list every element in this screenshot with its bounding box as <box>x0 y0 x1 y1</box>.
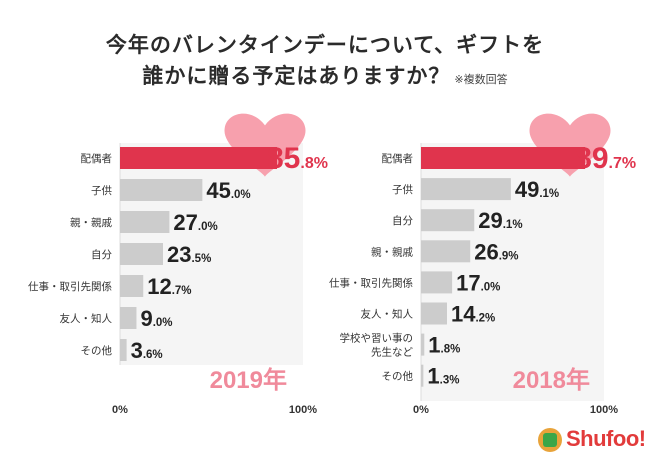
value-label-2: 29.1% <box>478 208 522 233</box>
value-label-3: 23.5% <box>167 242 211 267</box>
bar-5 <box>421 302 447 325</box>
category-label-1: 子供 <box>91 184 112 197</box>
heart-icon <box>224 113 306 177</box>
category-label-2: 親・親戚 <box>70 216 112 229</box>
title-line-2-text: 誰かに贈る予定はありますか？ <box>142 64 451 88</box>
value-label-4: 17.0% <box>456 270 500 295</box>
category-label-0: 配偶者 <box>81 152 113 165</box>
category-label-5: 友人・知人 <box>361 308 414 321</box>
bar-1 <box>421 178 511 201</box>
x-tick-0: 0% <box>413 404 429 416</box>
title-line-2: 誰かに贈る予定はありますか？ ※複数回答 <box>0 61 650 95</box>
bar-6 <box>421 333 425 356</box>
bar-3 <box>120 243 164 265</box>
bar-4 <box>421 271 453 294</box>
category-label-7: その他 <box>382 370 414 383</box>
value-label-5: 9.0% <box>140 306 172 331</box>
shufoo-logo: Shufoo! <box>538 424 646 456</box>
title-note: ※複数回答 <box>454 73 508 86</box>
value-label-1: 45.0% <box>206 178 250 203</box>
bar-6 <box>120 339 127 361</box>
bar-0 <box>120 147 278 169</box>
year-label: 2019年 <box>210 366 287 394</box>
bar-4 <box>120 275 144 297</box>
heart-icon <box>529 113 611 177</box>
x-tick-100: 100% <box>590 404 618 416</box>
category-label-4: 仕事・取引先関係 <box>329 276 413 289</box>
x-tick-100: 100% <box>289 404 317 416</box>
value-label-6: 1.8% <box>428 333 460 358</box>
chart-panel-0: 配偶者 85.8% 子供 45.0% 親・親戚 27.0% 自分 23.5% 仕事・取引先関係 1… <box>28 113 328 416</box>
value-label-5: 14.2% <box>451 302 495 327</box>
category-label-0: 配偶者 <box>382 152 414 165</box>
value-label-6: 3.6% <box>131 338 163 363</box>
value-label-0: 85.8% <box>267 142 328 175</box>
category-label-3: 親・親戚 <box>371 245 413 258</box>
category-label-4: 仕事・取引先関係 <box>28 280 112 293</box>
bar-0 <box>421 147 586 169</box>
value-label-7: 1.3% <box>427 364 459 389</box>
bar-2 <box>120 211 170 233</box>
bar-3 <box>421 240 471 263</box>
value-label-3: 26.9% <box>474 239 518 264</box>
logo-badge-icon <box>538 428 562 452</box>
bar-7 <box>421 364 424 387</box>
x-tick-0: 0% <box>112 404 128 416</box>
year-label: 2018年 <box>513 366 590 394</box>
value-label-4: 12.7% <box>147 274 191 299</box>
bar-5 <box>120 307 137 329</box>
bar-1 <box>120 179 203 201</box>
category-label-6: その他 <box>81 344 113 357</box>
title-line-1: 今年のバレンタインデーについて、ギフトを <box>105 33 545 57</box>
bar-2 <box>421 209 475 232</box>
logo-text: Shufoo! <box>566 426 646 451</box>
value-label-1: 49.1% <box>515 177 559 202</box>
category-label-2: 自分 <box>392 214 413 227</box>
category-label-3: 自分 <box>91 248 112 261</box>
category-label-5: 友人・知人 <box>60 312 113 325</box>
chart-panel-1: 配偶者 89.7% 子供 49.1% 自分 29.1% 親・親戚 26.9% 仕事・取引先関係 1… <box>329 113 636 416</box>
chart-title: 今年のバレンタインデーについて、ギフトを 誰かに贈る予定はありますか？ ※複数回答 <box>0 30 650 95</box>
value-label-0: 89.7% <box>575 142 636 175</box>
category-label-6: 学校や習い事の先生など <box>340 332 414 359</box>
value-label-2: 27.0% <box>173 210 217 235</box>
category-label-1: 子供 <box>392 183 413 196</box>
